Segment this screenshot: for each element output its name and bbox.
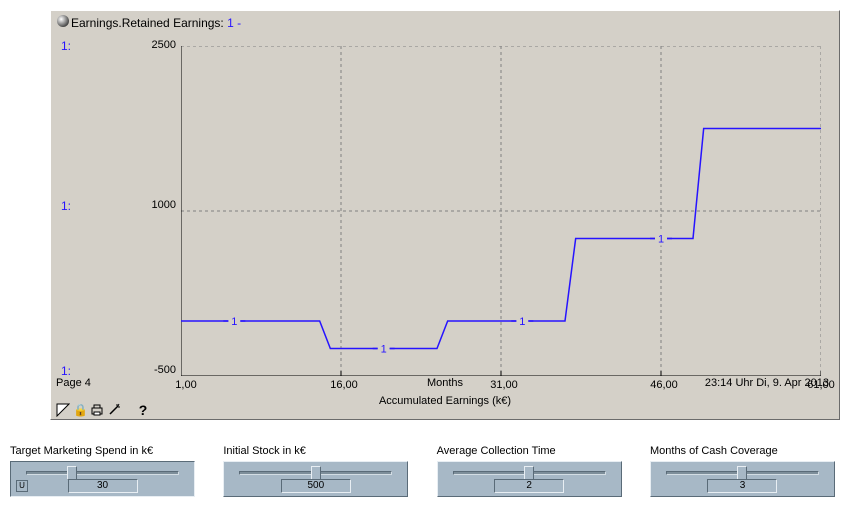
slider-thumb[interactable] bbox=[67, 466, 77, 480]
slider-box[interactable]: 3 bbox=[650, 461, 835, 497]
y-series-marker: 1: bbox=[61, 364, 71, 378]
slider-value[interactable]: 30 bbox=[68, 479, 138, 493]
svg-text:1: 1 bbox=[381, 344, 387, 356]
slider-label: Months of Cash Coverage bbox=[650, 445, 778, 457]
plot-area: 1 1 1 1 bbox=[181, 46, 821, 376]
slider-value[interactable]: 2 bbox=[494, 479, 564, 493]
page-label: Page 4 bbox=[56, 377, 91, 389]
help-icon[interactable]: ? bbox=[136, 403, 150, 417]
slider-box[interactable]: 2 bbox=[437, 461, 622, 497]
svg-text:1: 1 bbox=[231, 316, 237, 328]
y-tick-label: 1000 bbox=[136, 199, 176, 211]
x-tick-label: 1,00 bbox=[166, 379, 206, 391]
printer-icon[interactable] bbox=[90, 403, 104, 417]
slider-cash-coverage: Months of Cash Coverage 3 bbox=[650, 445, 850, 497]
slider-box[interactable]: 500 bbox=[223, 461, 408, 497]
slider-value[interactable]: 500 bbox=[281, 479, 351, 493]
slider-value[interactable]: 3 bbox=[707, 479, 777, 493]
slider-collection-time: Average Collection Time 2 bbox=[437, 445, 637, 497]
slider-label: Target Marketing Spend in k€ bbox=[10, 445, 153, 457]
slider-initial-stock: Initial Stock in k€ 500 bbox=[223, 445, 423, 497]
slider-thumb[interactable] bbox=[737, 466, 747, 480]
slider-track[interactable] bbox=[26, 471, 179, 475]
u-badge[interactable]: U bbox=[16, 480, 28, 492]
y-tick-label: -500 bbox=[136, 364, 176, 376]
chart-title: Earnings.Retained Earnings: 1 - bbox=[71, 16, 241, 30]
chart-timestamp: 23:14 Uhr Di, 9. Apr 2013 bbox=[705, 377, 829, 389]
y-series-marker: 1: bbox=[61, 199, 71, 213]
chart-toolbar: 🔒 ? bbox=[56, 401, 150, 419]
svg-text:1: 1 bbox=[658, 234, 664, 246]
chart-panel: Earnings.Retained Earnings: 1 - 1: 1: 1:… bbox=[50, 10, 840, 420]
chart-series-suffix: - bbox=[234, 16, 241, 30]
chart-subtitle: Accumulated Earnings (k€) bbox=[379, 395, 511, 407]
slider-label: Initial Stock in k€ bbox=[223, 445, 306, 457]
slider-thumb[interactable] bbox=[524, 466, 534, 480]
lock-icon[interactable]: 🔒 bbox=[73, 403, 87, 417]
sphere-icon bbox=[57, 15, 69, 27]
chart-svg: 1 1 1 1 bbox=[181, 46, 821, 376]
x-tick-label: 31,00 bbox=[484, 379, 524, 391]
slider-marketing-spend: Target Marketing Spend in k€ U 30 bbox=[10, 445, 210, 497]
chart-title-prefix: Earnings.Retained Earnings: bbox=[71, 16, 227, 30]
sliders-row: Target Marketing Spend in k€ U 30 Initia… bbox=[0, 445, 860, 497]
y-series-marker: 1: bbox=[61, 39, 71, 53]
wand-icon[interactable] bbox=[107, 403, 121, 417]
svg-text:1: 1 bbox=[519, 316, 525, 328]
slider-box[interactable]: U 30 bbox=[10, 461, 195, 497]
chart-series-num: 1 bbox=[227, 16, 234, 30]
x-tick-label: 16,00 bbox=[324, 379, 364, 391]
y-tick-label: 2500 bbox=[136, 39, 176, 51]
x-axis-label: Months bbox=[427, 377, 463, 389]
x-tick-label: 46,00 bbox=[644, 379, 684, 391]
slider-thumb[interactable] bbox=[311, 466, 321, 480]
page-nav-icon[interactable] bbox=[56, 403, 70, 417]
slider-label: Average Collection Time bbox=[437, 445, 556, 457]
